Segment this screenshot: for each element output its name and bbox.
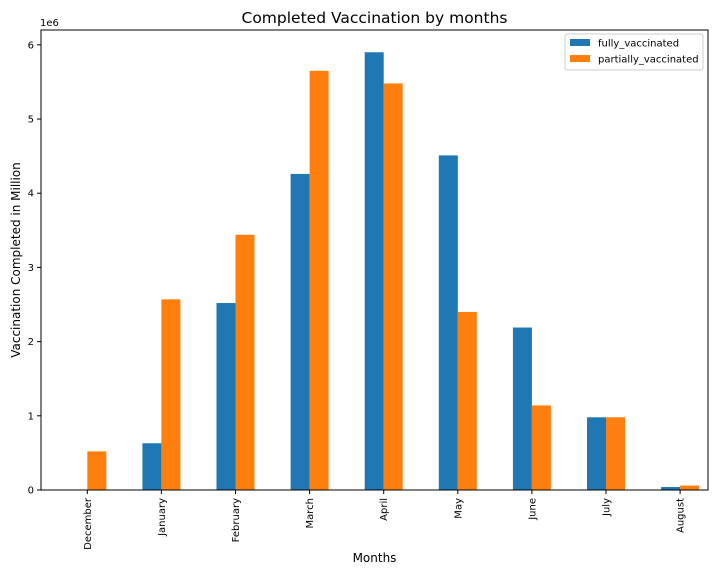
legend-swatch bbox=[570, 55, 590, 62]
bar-partially-vaccinated bbox=[680, 485, 700, 490]
y-axis-ticks: 0 1 2 3 4 5 6 bbox=[28, 40, 41, 497]
y-tick-label: 1 bbox=[28, 411, 34, 422]
bar-partially-vaccinated bbox=[161, 299, 181, 490]
y-tick-label: 2 bbox=[28, 337, 34, 348]
bar-fully-vaccinated bbox=[142, 443, 162, 490]
bar-fully-vaccinated bbox=[587, 417, 606, 490]
y-tick-label: 6 bbox=[28, 40, 34, 51]
x-tick-label: July bbox=[602, 498, 613, 517]
x-axis-label: Months bbox=[353, 551, 397, 565]
bar-partially-vaccinated bbox=[531, 405, 551, 490]
bar-fully-vaccinated bbox=[364, 52, 384, 491]
legend-frame bbox=[564, 33, 704, 71]
x-axis-ticks: December January February March April May June… bbox=[83, 490, 687, 550]
chart-title: Completed Vaccination by months bbox=[242, 9, 508, 27]
legend-label: partially_vaccinated bbox=[598, 55, 699, 66]
x-tick-label: January bbox=[157, 498, 168, 537]
plot-frame bbox=[40, 29, 709, 491]
legend-label: fully_vaccinated bbox=[598, 39, 679, 50]
y-axis-label: Vaccination Completed in Million bbox=[9, 162, 23, 358]
bars bbox=[87, 52, 700, 491]
x-tick-label: December bbox=[83, 497, 94, 550]
bar-fully-vaccinated bbox=[216, 303, 236, 490]
x-tick-label: February bbox=[231, 498, 242, 542]
bar-partially-vaccinated bbox=[87, 451, 107, 490]
bar-fully-vaccinated bbox=[438, 155, 458, 491]
y-tick-label: 4 bbox=[28, 189, 34, 200]
bar-fully-vaccinated bbox=[512, 327, 532, 490]
bar-fully-vaccinated bbox=[661, 487, 681, 490]
legend-swatch bbox=[570, 39, 590, 46]
y-tick-label: 5 bbox=[28, 115, 34, 126]
x-tick-label: May bbox=[453, 498, 464, 519]
x-tick-label: August bbox=[676, 498, 687, 533]
bar-partially-vaccinated bbox=[457, 311, 477, 490]
x-tick-label: March bbox=[305, 498, 316, 528]
bar-fully-vaccinated bbox=[290, 173, 310, 490]
legend: fully_vaccinated partially_vaccinated bbox=[564, 33, 704, 71]
y-offset-label: 1e6 bbox=[40, 18, 59, 29]
y-tick-label: 0 bbox=[28, 486, 34, 497]
bar-partially-vaccinated bbox=[383, 83, 403, 490]
x-tick-label: June bbox=[527, 498, 538, 521]
bar-partially-vaccinated bbox=[309, 70, 329, 490]
y-tick-label: 3 bbox=[28, 263, 34, 274]
bar-partially-vaccinated bbox=[235, 234, 255, 490]
bar-partially-vaccinated bbox=[606, 417, 625, 490]
x-tick-label: April bbox=[379, 498, 390, 521]
